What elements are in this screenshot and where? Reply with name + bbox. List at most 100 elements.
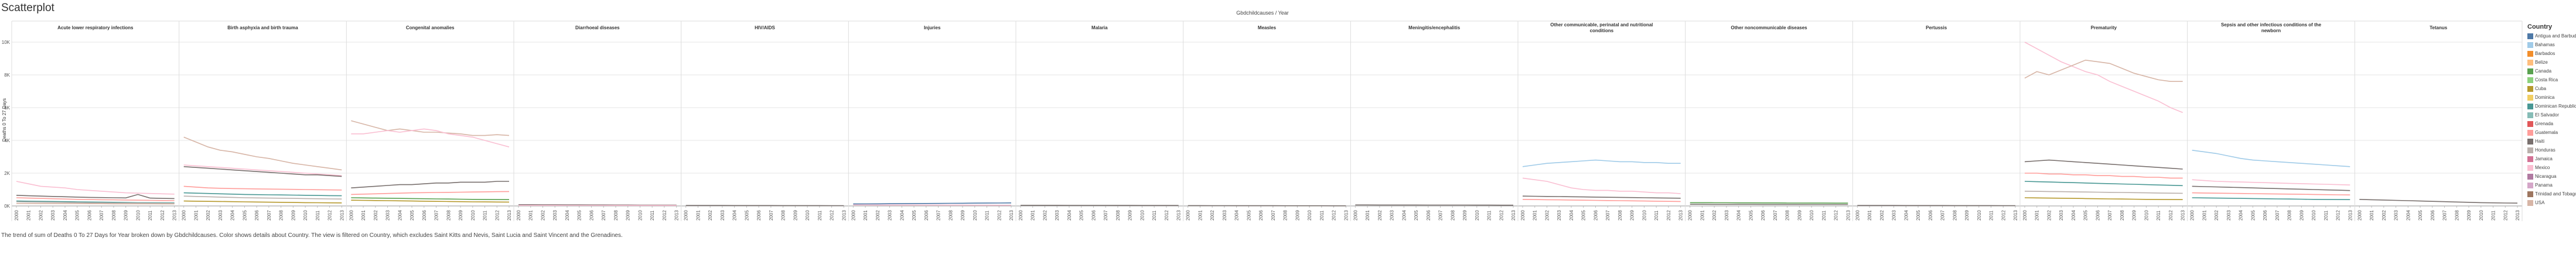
series-line[interactable] bbox=[16, 194, 175, 199]
x-tick-label: 2004 bbox=[2071, 210, 2076, 221]
x-tick-label: 2003 bbox=[2226, 210, 2232, 221]
facets-layer: Acute lower respiratory infections 2000 20… bbox=[11, 20, 2523, 221]
series-line[interactable] bbox=[16, 197, 175, 201]
series-line[interactable] bbox=[16, 181, 175, 195]
legend-item[interactable]: Barbados bbox=[2527, 49, 2576, 58]
facet: Pertussis 2000 2001 2002 2003 2004 2005 2006 200… bbox=[1855, 21, 2021, 221]
series-line[interactable] bbox=[2359, 199, 2518, 204]
legend-item[interactable]: Belize bbox=[2527, 58, 2576, 67]
x-tick-label: 2013 bbox=[841, 210, 847, 221]
x-tick-label: 2002 bbox=[1042, 210, 1048, 221]
legend-item[interactable]: Panama bbox=[2527, 181, 2576, 190]
series-line[interactable] bbox=[2025, 173, 2183, 179]
series-line[interactable] bbox=[1690, 202, 1848, 204]
y-axis: 0K 2K 4K 6K 8K 10K Deaths 0 To 27 Days bbox=[2, 40, 11, 209]
x-tick-label: 2002 bbox=[1210, 210, 1215, 221]
series-line[interactable] bbox=[1522, 159, 1681, 167]
x-tick-label: 2006 bbox=[1593, 210, 1598, 221]
x-tick-label: 2003 bbox=[552, 210, 558, 221]
series-line[interactable] bbox=[351, 199, 510, 203]
legend-item[interactable]: El Salvador bbox=[2527, 111, 2576, 119]
series-line[interactable] bbox=[1522, 177, 1681, 194]
x-tick-label: 2001 bbox=[2202, 210, 2207, 221]
x-tick-label: 2005 bbox=[1748, 210, 1753, 221]
series-line[interactable] bbox=[183, 164, 342, 176]
series-line[interactable] bbox=[351, 120, 510, 136]
series-line[interactable] bbox=[2192, 197, 2350, 201]
x-tick-label: 2003 bbox=[1724, 210, 1729, 221]
series-line[interactable] bbox=[853, 202, 1012, 205]
series-line[interactable] bbox=[1522, 195, 1681, 199]
x-tick-label: 2012 bbox=[2336, 210, 2341, 221]
x-tick-label: 2012 bbox=[662, 210, 667, 221]
x-tick-label: 2009 bbox=[1630, 210, 1635, 221]
series-line[interactable] bbox=[183, 166, 342, 177]
series-line[interactable] bbox=[183, 136, 342, 171]
series-line[interactable] bbox=[2024, 159, 2183, 170]
series-line[interactable] bbox=[2192, 150, 2350, 167]
x-tick-label: 2007 bbox=[99, 210, 104, 221]
x-tick-label: 2010 bbox=[637, 210, 643, 221]
legend-item[interactable]: Cuba bbox=[2527, 84, 2576, 93]
series-line[interactable] bbox=[1522, 199, 1681, 202]
series-line[interactable] bbox=[2192, 185, 2350, 191]
series-line[interactable] bbox=[183, 185, 342, 191]
facet: Meningitis/encephalitis 2000 2001 2002 2003 2… bbox=[1353, 21, 1519, 221]
x-tick-label: 2010 bbox=[2311, 210, 2316, 221]
legend-item[interactable]: Costa Rica bbox=[2527, 75, 2576, 84]
x-tick-label: 2000 bbox=[1018, 210, 1023, 221]
x-tick-label: 2009 bbox=[960, 210, 965, 221]
series-line[interactable] bbox=[183, 200, 342, 204]
x-tick-label: 2013 bbox=[1343, 210, 1349, 221]
x-tick-label: 2002 bbox=[1879, 210, 1885, 221]
legend-item[interactable]: Canada bbox=[2527, 67, 2576, 75]
legend-swatch bbox=[2527, 138, 2533, 145]
facet-title: Measles bbox=[1258, 25, 1277, 30]
legend-item[interactable]: Dominican Republic bbox=[2527, 102, 2576, 111]
legend-item[interactable]: USA bbox=[2527, 198, 2576, 207]
series-line[interactable] bbox=[351, 128, 510, 147]
x-tick-label: 2009 bbox=[1797, 210, 1802, 221]
legend-item[interactable]: Trinidad and Tobago bbox=[2527, 190, 2576, 198]
series-line[interactable] bbox=[16, 200, 175, 204]
series-line[interactable] bbox=[2024, 181, 2183, 187]
legend-item[interactable]: Haiti bbox=[2527, 137, 2576, 146]
legend-item[interactable]: Mexico bbox=[2527, 163, 2576, 172]
series-line[interactable] bbox=[16, 201, 175, 204]
x-tick-label: 2011 bbox=[650, 210, 655, 221]
legend-item[interactable]: Dominica bbox=[2527, 93, 2576, 102]
legend-item[interactable]: Nicaragua bbox=[2527, 172, 2576, 181]
series-line[interactable] bbox=[183, 195, 342, 199]
series-line[interactable] bbox=[2024, 42, 2183, 113]
x-tick-label: 2003 bbox=[720, 210, 725, 221]
legend-item[interactable]: Guatemala bbox=[2527, 128, 2576, 137]
x-tick-label: 2004 bbox=[1569, 210, 1574, 221]
legend-item[interactable]: Antigua and Barbuda bbox=[2527, 32, 2576, 40]
x-tick-label: 2007 bbox=[1940, 210, 1946, 221]
x-tick-label: 2004 bbox=[63, 210, 68, 221]
series-line[interactable] bbox=[2192, 192, 2350, 195]
legend-item[interactable]: Grenada bbox=[2527, 119, 2576, 128]
legend-item[interactable]: Jamaica bbox=[2527, 154, 2576, 163]
x-tick-label: 2004 bbox=[732, 210, 738, 221]
legend-item[interactable]: Honduras bbox=[2527, 146, 2576, 154]
x-tick-label: 2009 bbox=[2132, 210, 2137, 221]
x-tick-label: 2010 bbox=[973, 210, 978, 221]
y-tick-label: 8K bbox=[4, 73, 10, 78]
x-tick-label: 2000 bbox=[14, 210, 19, 221]
x-tick-label: 2005 bbox=[577, 210, 582, 221]
series-line[interactable] bbox=[351, 191, 510, 195]
x-tick-label: 2003 bbox=[1222, 210, 1227, 221]
series-line[interactable] bbox=[183, 192, 342, 197]
series-line[interactable] bbox=[2024, 59, 2183, 82]
x-tick-label: 2008 bbox=[1952, 210, 1957, 221]
series-line[interactable] bbox=[2024, 191, 2183, 194]
series-line[interactable] bbox=[351, 181, 509, 188]
series-line[interactable] bbox=[2192, 179, 2350, 185]
x-tick-label: 2004 bbox=[397, 210, 402, 221]
series-line[interactable] bbox=[351, 197, 510, 201]
series-line[interactable] bbox=[2024, 197, 2183, 201]
y-tick-label: 6K bbox=[4, 105, 10, 111]
legend-item[interactable]: Bahamas bbox=[2527, 40, 2576, 49]
x-tick-label: 2004 bbox=[1903, 210, 1909, 221]
